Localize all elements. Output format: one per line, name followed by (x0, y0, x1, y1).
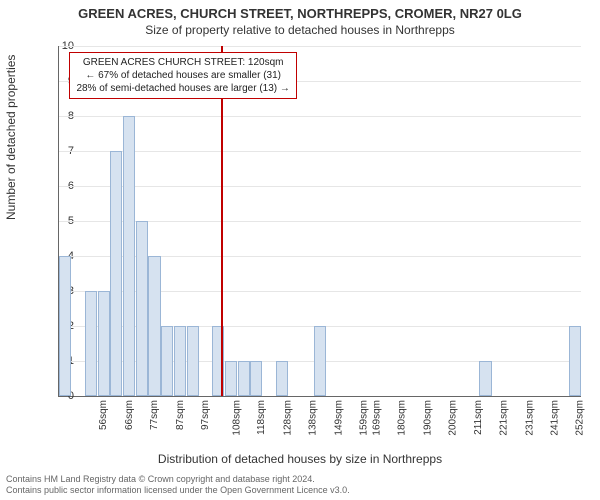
chart-infobox: GREEN ACRES CHURCH STREET: 120sqm← 67% o… (69, 52, 296, 99)
x-axis-label: Distribution of detached houses by size … (0, 452, 600, 466)
x-tick-label: 159sqm (359, 400, 370, 436)
bar (314, 326, 326, 396)
x-tick-label: 97sqm (200, 400, 211, 430)
x-tick-label: 108sqm (231, 400, 242, 436)
footer-attribution: Contains HM Land Registry data © Crown c… (6, 474, 594, 497)
x-tick-label: 252sqm (575, 400, 586, 436)
x-tick-label: 180sqm (397, 400, 408, 436)
infobox-line: GREEN ACRES CHURCH STREET: 120sqm (76, 56, 289, 69)
bar (85, 291, 97, 396)
bar (161, 326, 173, 396)
x-tick-label: 128sqm (282, 400, 293, 436)
bar (123, 116, 135, 396)
x-tick-label: 211sqm (472, 400, 483, 435)
footer-line-2: Contains public sector information licen… (6, 485, 594, 496)
x-tick-label: 149sqm (333, 400, 344, 436)
x-tick-label: 231sqm (524, 400, 535, 436)
x-tick-label: 169sqm (371, 400, 382, 436)
x-tick-label: 77sqm (149, 400, 160, 430)
bar (148, 256, 160, 396)
bar (479, 361, 491, 396)
page-subtitle: Size of property relative to detached ho… (0, 21, 600, 41)
bar (98, 291, 110, 396)
page-title: GREEN ACRES, CHURCH STREET, NORTHREPPS, … (0, 0, 600, 21)
bar (187, 326, 199, 396)
bar (136, 221, 148, 396)
chart-plot-area: GREEN ACRES CHURCH STREET: 120sqm← 67% o… (58, 46, 581, 397)
x-tick-label: 56sqm (98, 400, 109, 430)
x-tick-label: 138sqm (308, 400, 319, 436)
bar (250, 361, 262, 396)
bar (569, 326, 581, 396)
x-tick-label: 200sqm (448, 400, 459, 436)
x-tick-label: 66sqm (124, 400, 135, 430)
bar (174, 326, 186, 396)
x-tick-label: 221sqm (499, 400, 510, 436)
infobox-line: 28% of semi-detached houses are larger (… (76, 82, 289, 95)
x-tick-label: 87sqm (175, 400, 186, 430)
x-tick-label: 241sqm (550, 400, 561, 436)
infobox-line: ← 67% of detached houses are smaller (31… (76, 69, 289, 82)
x-tick-label: 118sqm (256, 400, 267, 435)
bar (225, 361, 237, 396)
footer-line-1: Contains HM Land Registry data © Crown c… (6, 474, 594, 485)
bar (238, 361, 250, 396)
bar (276, 361, 288, 396)
bar (59, 256, 71, 396)
x-tick-label: 190sqm (422, 400, 433, 436)
bar (110, 151, 122, 396)
y-axis-label: Number of detached properties (4, 55, 18, 220)
